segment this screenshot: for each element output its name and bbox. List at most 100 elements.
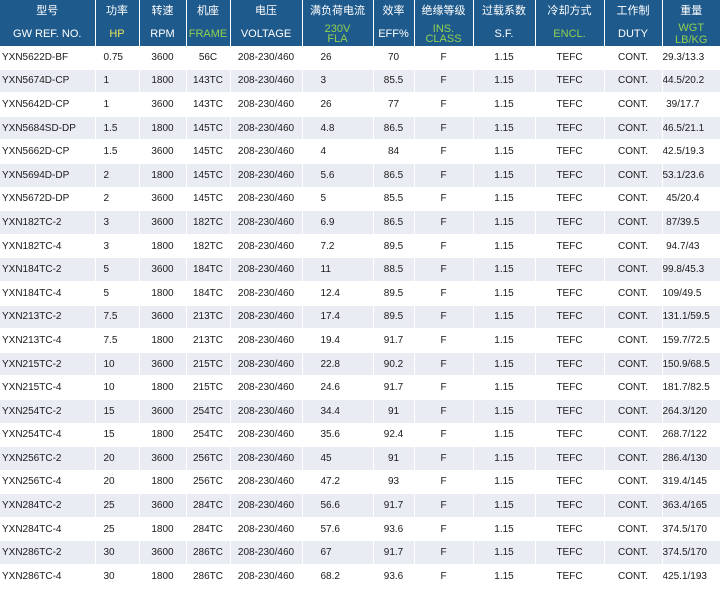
cell-efficiency: 91.7 bbox=[373, 493, 415, 518]
cell-efficiency: 89.5 bbox=[373, 234, 415, 259]
cell-service-factor: 1.15 bbox=[473, 116, 536, 141]
cell-voltage: 208-230/460 bbox=[230, 187, 303, 212]
cell-cooling: TEFC bbox=[535, 187, 605, 212]
table-row: YXN284TC-4 25 1800 284TC 208-230/460 57.6 93.6… bbox=[0, 517, 720, 542]
cell-voltage: 208-230/460 bbox=[230, 46, 303, 70]
table-row: YXN254TC-2 15 3600 254TC 208-230/460 34.4 91 F 1… bbox=[0, 399, 720, 424]
cell-current: 3 bbox=[302, 69, 374, 94]
header-insulation-cn: 绝缘等级 bbox=[414, 0, 474, 22]
cell-duty: CONT. bbox=[604, 423, 663, 448]
cell-efficiency: 84 bbox=[373, 139, 415, 164]
cell-model: YXN284TC-2 bbox=[0, 493, 96, 518]
cell-power: 1 bbox=[95, 92, 140, 117]
cell-weight: 45/20.4 bbox=[662, 187, 720, 212]
cell-power: 1.5 bbox=[95, 116, 140, 141]
table-row: YXN5684SD-DP 1.5 1800 145TC 208-230/460 4.8 86… bbox=[0, 116, 720, 141]
cell-voltage: 208-230/460 bbox=[230, 92, 303, 117]
cell-efficiency: 77 bbox=[373, 92, 415, 117]
header-row-english: GW REF. NO. HP RPM FRAME VOLTAGE 230V FL… bbox=[0, 22, 720, 46]
cell-insulation: F bbox=[414, 352, 474, 377]
cell-model: YXN256TC-4 bbox=[0, 470, 96, 495]
cell-cooling: TEFC bbox=[535, 375, 605, 400]
cell-insulation: F bbox=[414, 517, 474, 542]
cell-weight: 363.4/165 bbox=[662, 493, 720, 518]
cell-speed: 3600 bbox=[139, 210, 187, 235]
cell-weight: 425.1/193 bbox=[662, 564, 720, 589]
cell-speed: 3600 bbox=[139, 46, 187, 70]
cell-power: 2 bbox=[95, 163, 140, 188]
cell-duty: CONT. bbox=[604, 163, 663, 188]
cell-efficiency: 93.6 bbox=[373, 517, 415, 542]
cell-frame: 213TC bbox=[186, 328, 231, 353]
header-model-en: GW REF. NO. bbox=[0, 22, 96, 46]
table-row: YXN284TC-2 25 3600 284TC 208-230/460 56.6 91.7… bbox=[0, 493, 720, 518]
cell-insulation: F bbox=[414, 163, 474, 188]
header-insulation-en: INS. CLASS bbox=[414, 22, 474, 46]
cell-duty: CONT. bbox=[604, 540, 663, 566]
cell-cooling: TEFC bbox=[535, 564, 605, 589]
cell-model: YXN213TC-4 bbox=[0, 328, 96, 353]
table-row: YXN182TC-4 3 1800 182TC 208-230/460 7.2 89.5 F 1… bbox=[0, 234, 720, 259]
cell-voltage: 208-230/460 bbox=[230, 257, 303, 282]
cell-service-factor: 1.15 bbox=[473, 446, 536, 471]
cell-model: YXN215TC-2 bbox=[0, 352, 96, 377]
cell-service-factor: 1.15 bbox=[473, 517, 536, 542]
cell-frame: 145TC bbox=[186, 116, 231, 141]
cell-duty: CONT. bbox=[604, 46, 663, 70]
cell-model: YXN5672D-DP bbox=[0, 187, 96, 212]
cell-model: YXN286TC-4 bbox=[0, 564, 96, 589]
cell-current: 35.6 bbox=[302, 423, 374, 448]
cell-frame: 143TC bbox=[186, 92, 231, 117]
header-duty-cn: 工作制 bbox=[604, 0, 663, 22]
cell-speed: 3600 bbox=[139, 493, 187, 518]
cell-model: YXN5662D-CP bbox=[0, 139, 96, 164]
cell-weight: 109/49.5 bbox=[662, 281, 720, 306]
cell-weight: 131.1/59.5 bbox=[662, 305, 720, 330]
cell-voltage: 208-230/460 bbox=[230, 540, 303, 566]
cell-efficiency: 89.5 bbox=[373, 305, 415, 330]
cell-cooling: TEFC bbox=[535, 92, 605, 117]
cell-current: 4 bbox=[302, 139, 374, 164]
cell-power: 20 bbox=[95, 446, 140, 471]
cell-speed: 1800 bbox=[139, 564, 187, 589]
cell-current: 47.2 bbox=[302, 470, 374, 495]
cell-model: YXN5694D-DP bbox=[0, 163, 96, 188]
cell-power: 10 bbox=[95, 352, 140, 377]
table-row: YXN5642D-CP 1 3600 143TC 208-230/460 26 77 F 1.1… bbox=[0, 92, 720, 117]
cell-current: 45 bbox=[302, 446, 374, 471]
header-current-cn: 满负荷电流 bbox=[302, 0, 374, 22]
table-row: YXN5674D-CP 1 1800 143TC 208-230/460 3 85.5 F 1.… bbox=[0, 69, 720, 94]
cell-service-factor: 1.15 bbox=[473, 257, 536, 282]
cell-weight: 319.4/145 bbox=[662, 470, 720, 495]
cell-cooling: TEFC bbox=[535, 470, 605, 495]
cell-cooling: TEFC bbox=[535, 493, 605, 518]
cell-service-factor: 1.15 bbox=[473, 139, 536, 164]
cell-efficiency: 92.4 bbox=[373, 423, 415, 448]
table-body: YXN5622D-BF 0.75 3600 56C 208-230/460 26 70 F 1.… bbox=[0, 46, 720, 589]
cell-duty: CONT. bbox=[604, 564, 663, 589]
cell-speed: 3600 bbox=[139, 187, 187, 212]
cell-duty: CONT. bbox=[604, 328, 663, 353]
cell-efficiency: 91 bbox=[373, 399, 415, 424]
header-speed-cn: 转速 bbox=[139, 0, 187, 22]
cell-power: 2 bbox=[95, 187, 140, 212]
cell-speed: 1800 bbox=[139, 470, 187, 495]
cell-voltage: 208-230/460 bbox=[230, 399, 303, 424]
header-power-cn: 功率 bbox=[95, 0, 140, 22]
cell-duty: CONT. bbox=[604, 210, 663, 235]
cell-current: 26 bbox=[302, 92, 374, 117]
cell-duty: CONT. bbox=[604, 399, 663, 424]
cell-duty: CONT. bbox=[604, 139, 663, 164]
cell-duty: CONT. bbox=[604, 187, 663, 212]
header-efficiency-cn: 效率 bbox=[373, 0, 415, 22]
cell-power: 7.5 bbox=[95, 328, 140, 353]
header-current-en: 230V FLA bbox=[302, 22, 374, 46]
cell-voltage: 208-230/460 bbox=[230, 470, 303, 495]
table-row: YXN256TC-2 20 3600 256TC 208-230/460 45 91 F 1.1… bbox=[0, 446, 720, 471]
cell-cooling: TEFC bbox=[535, 234, 605, 259]
cell-insulation: F bbox=[414, 257, 474, 282]
cell-efficiency: 91.7 bbox=[373, 375, 415, 400]
header-frame-cn: 机座 bbox=[186, 0, 231, 22]
cell-model: YXN213TC-2 bbox=[0, 305, 96, 330]
cell-voltage: 208-230/460 bbox=[230, 116, 303, 141]
